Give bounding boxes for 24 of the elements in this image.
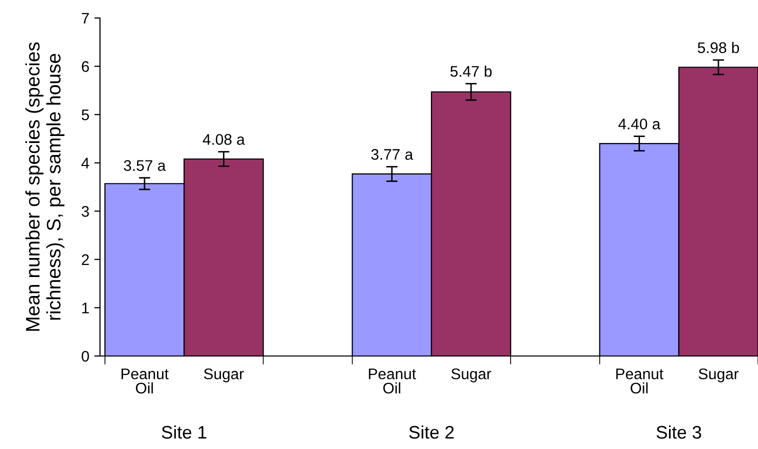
x-tick-label: Site 2 (409, 425, 454, 439)
x-tick-label: Site 1 (162, 425, 206, 439)
y-tick-label: 2 (82, 254, 89, 265)
data-label: 4.40 a (618, 118, 661, 130)
y-tick-label: 3 (82, 206, 89, 217)
y-tick-label: 6 (82, 61, 89, 72)
y-tick-label: 4 (81, 158, 90, 168)
data-label: 5.47 b (450, 66, 492, 77)
data-label: 5.98 b (698, 42, 740, 54)
series-label: Peanut Oil (122, 368, 169, 394)
y-tick-label: 7 (82, 13, 89, 24)
y-tick-label: 0 (82, 350, 89, 362)
data-label: 4.08 a (202, 134, 245, 145)
x-tick-label: Site 3 (656, 425, 702, 439)
data-label: 3.77 a (371, 149, 414, 160)
data-label: 3.57 a (124, 160, 166, 171)
text: Peanut Oil (368, 368, 416, 394)
y-tick-label: 1 (82, 302, 89, 314)
y-tick-label: 5 (82, 110, 89, 120)
text: Sugar (451, 368, 492, 382)
text: Sugar (698, 368, 739, 382)
text: Peanut Oil (616, 368, 664, 394)
y-axis-title: Mean number of species (species richness), S, per sample house (25, 42, 64, 331)
series-label: Sugar (204, 368, 244, 382)
